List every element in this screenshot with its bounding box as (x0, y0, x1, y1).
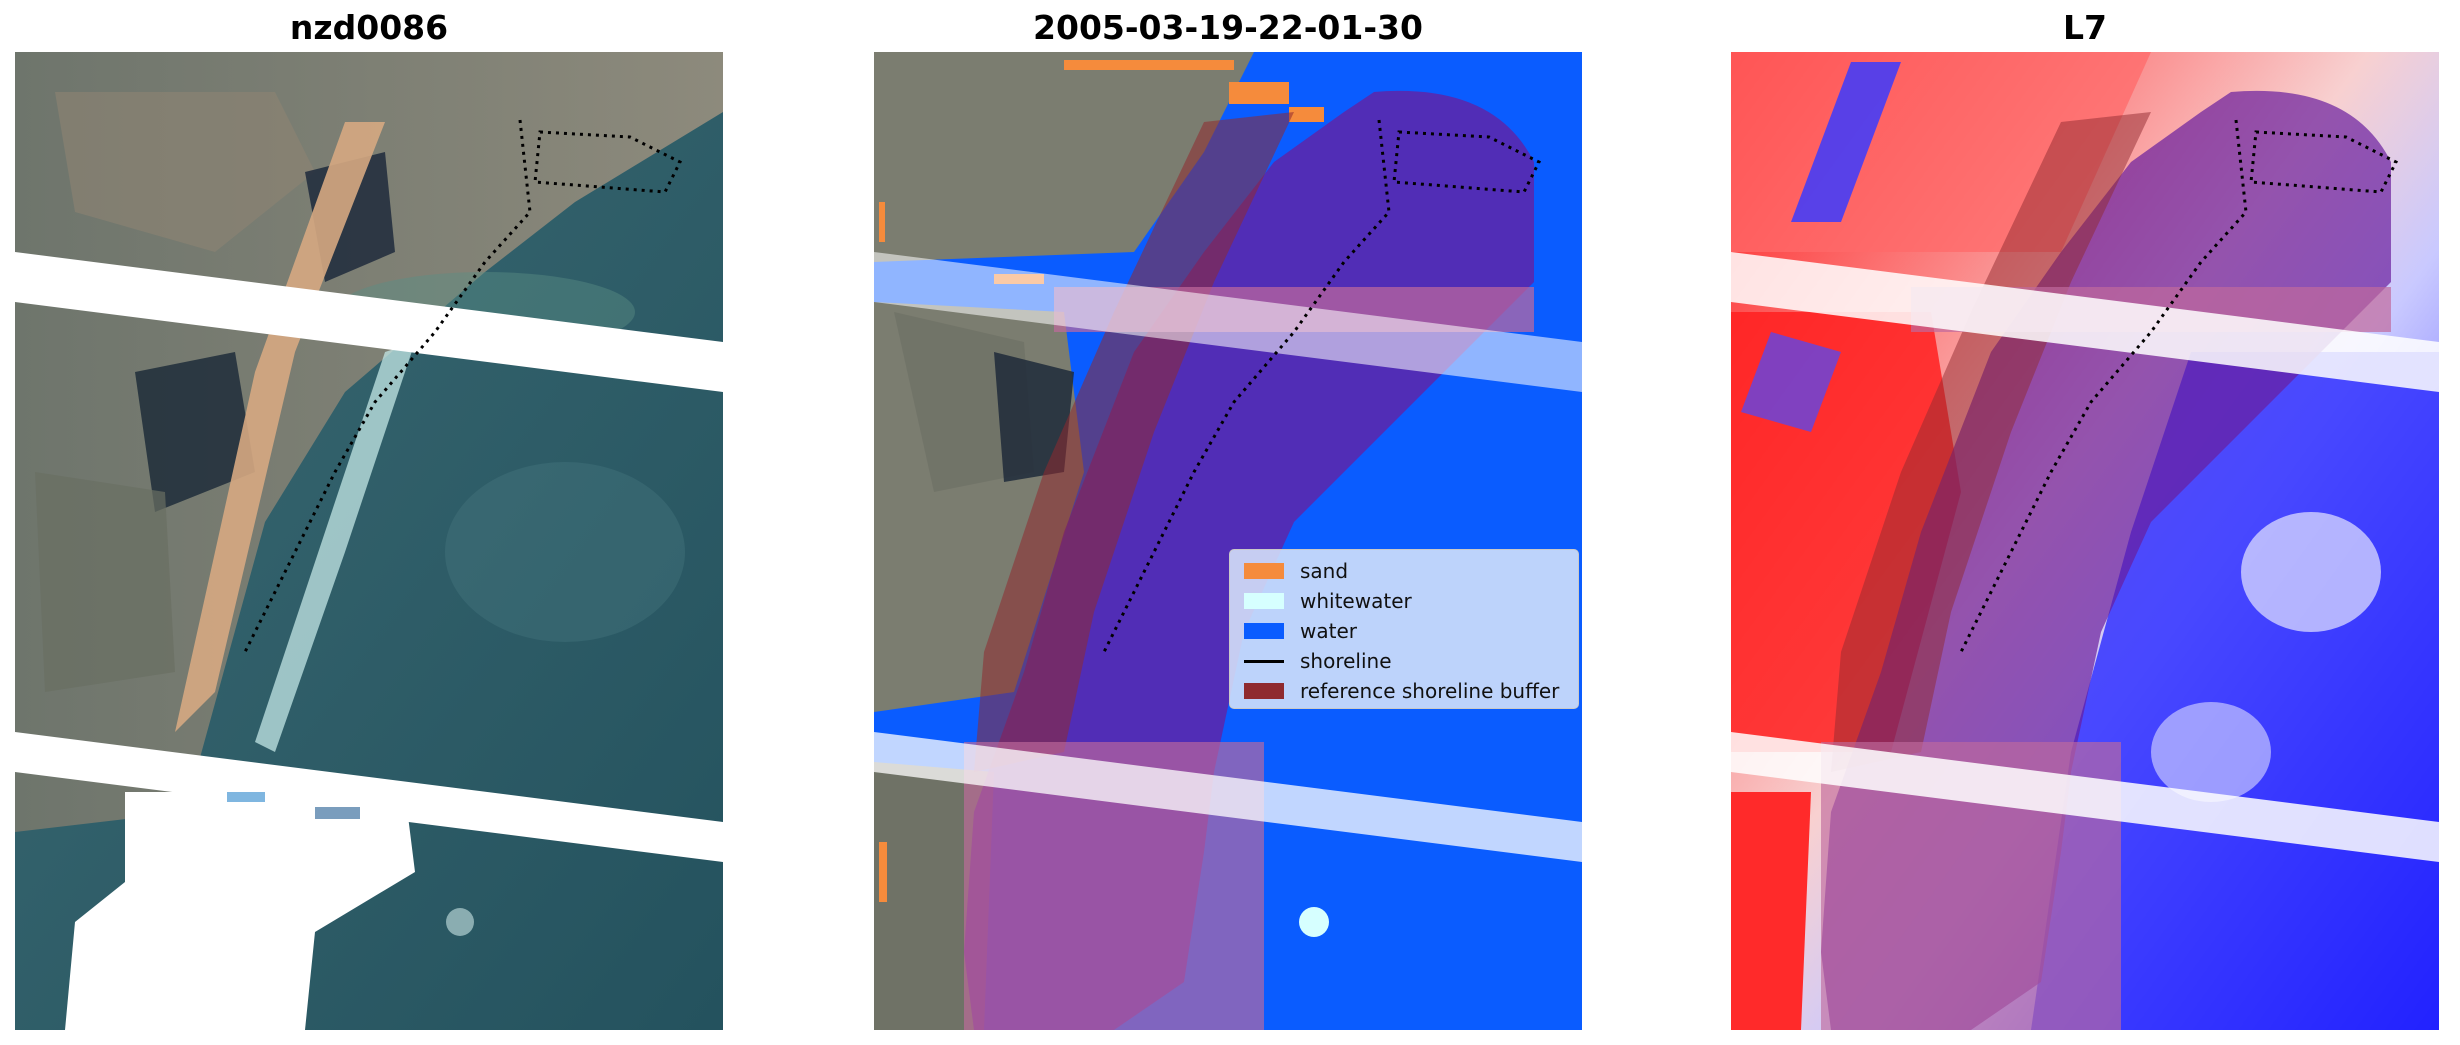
legend-item-shoreline: shoreline (1238, 646, 1570, 676)
legend-label: shoreline (1300, 649, 1392, 673)
legend-item-whitewater: whitewater (1238, 586, 1570, 616)
rgb-satellite-image (15, 52, 723, 1030)
index-image (1731, 52, 2439, 1030)
water-swatch (1244, 623, 1284, 639)
shoreline-loop-index (2249, 130, 2399, 194)
legend-label: whitewater (1300, 589, 1412, 613)
rgb-image-panel (15, 52, 723, 1030)
legend-label: sand (1300, 559, 1349, 583)
classified-image-panel (874, 52, 1582, 1030)
legend-label: reference shoreline buffer (1300, 679, 1560, 703)
whitewater-swatch (1244, 593, 1284, 609)
legend-item-sand: sand (1238, 556, 1570, 586)
panel-title-classified: 2005-03-19-22-01-30 (1033, 8, 1423, 47)
shoreline-line-swatch (1244, 660, 1284, 663)
legend-label: water (1300, 619, 1357, 643)
classified-image (874, 52, 1582, 1030)
panel-title-rgb: nzd0086 (289, 8, 449, 47)
shoreline-loop (533, 130, 683, 194)
panel-title-index: L7 (2063, 8, 2107, 47)
buffer-swatch (1244, 683, 1284, 699)
legend-item-water: water (1238, 616, 1570, 646)
index-image-panel (1731, 52, 2439, 1030)
legend: sand whitewater water shoreline referenc… (1229, 549, 1579, 709)
legend-item-buffer: reference shoreline buffer (1238, 676, 1570, 706)
sand-swatch (1244, 563, 1284, 579)
shoreline-loop-classified (1392, 130, 1542, 194)
